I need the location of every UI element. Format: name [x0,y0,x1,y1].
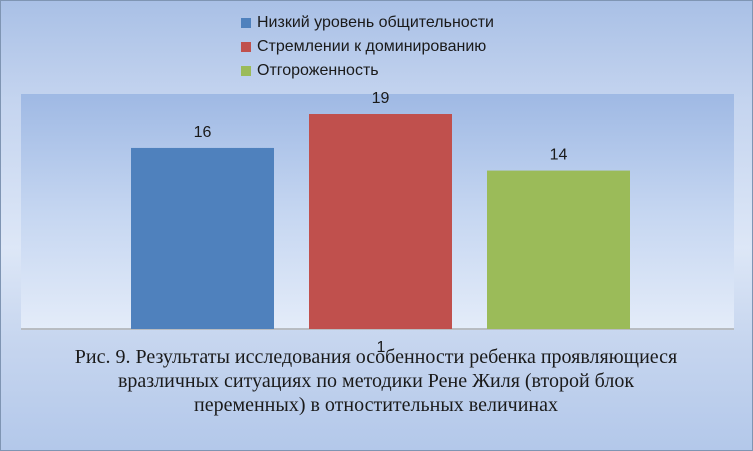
legend-item-dominance: Стремлении к доминированию [241,35,494,59]
bar-series-2 [309,114,452,329]
legend-swatch-blue [241,18,251,28]
data-label: 14 [550,147,568,164]
legend-item-isolation: Отгороженность [241,59,494,83]
legend-swatch-red [241,42,251,52]
x-tick-label: 1 [377,339,386,356]
bar-series-1 [131,147,274,329]
legend-label: Низкий уровень общительности [257,14,494,31]
legend-swatch-green [241,66,251,76]
bar-series-3 [487,170,630,329]
data-label: 16 [194,124,212,141]
legend: Низкий уровень общительности Стремлении … [241,11,494,83]
legend-label: Отгороженность [257,62,379,79]
data-label: 19 [372,90,390,107]
legend-item-low-sociability: Низкий уровень общительности [241,11,494,35]
legend-label: Стремлении к доминированию [257,38,487,55]
figure-caption: Рис. 9. Результаты исследования особенно… [74,346,678,416]
